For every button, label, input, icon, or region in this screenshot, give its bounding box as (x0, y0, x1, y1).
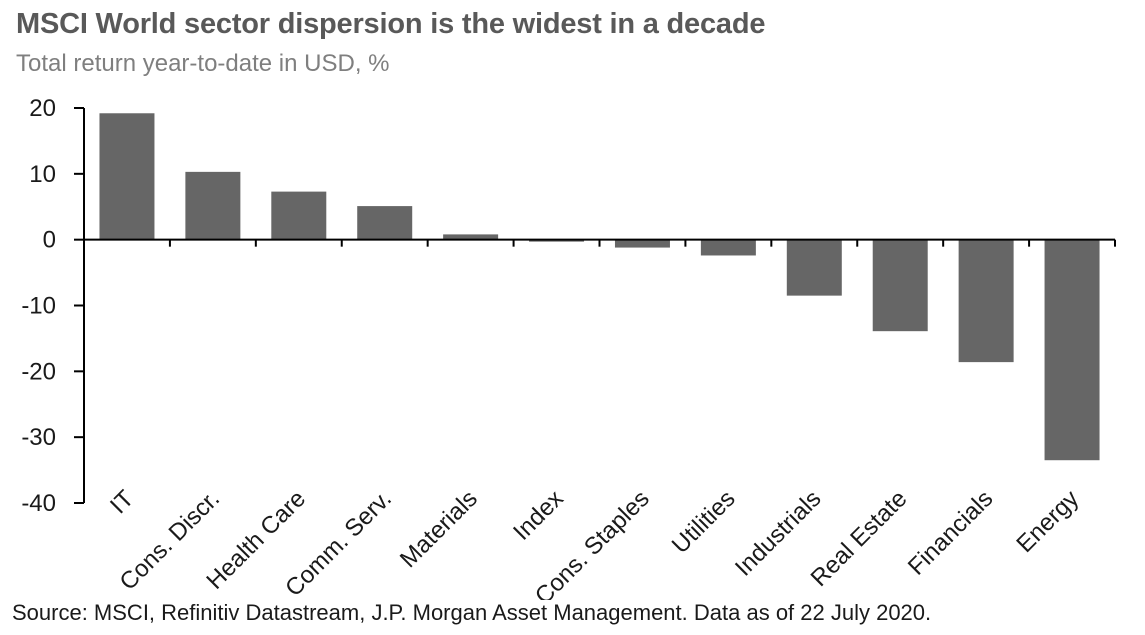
x-tick-label: Financials (903, 485, 998, 580)
bar-health-care (271, 191, 327, 240)
y-ticks-group: 20 10 0 -10 -20 -30 -40 (21, 95, 84, 517)
chart-subtitle: Total return year-to-date in USD, % (16, 50, 390, 77)
y-tick-label: 0 (43, 227, 56, 254)
bar-industrials (786, 239, 842, 296)
bar-energy (1044, 239, 1100, 461)
x-tick-label: Materials (395, 485, 483, 573)
x-tick-label: Energy (1011, 485, 1084, 558)
bar-it (99, 113, 155, 240)
y-tick-label: -20 (21, 358, 56, 385)
bar-cons-discr (185, 171, 241, 240)
y-tick-label: -10 (21, 293, 56, 320)
bar-financials (958, 239, 1014, 363)
bar-materials (443, 234, 499, 240)
x-tick-label: Utilities (667, 485, 741, 559)
bar-comm-serv (357, 206, 413, 240)
y-tick-label: 10 (29, 161, 56, 188)
y-tick-label: -40 (21, 490, 56, 517)
y-tick-label: -30 (21, 424, 56, 451)
bar-cons-staples (614, 239, 670, 248)
bar-real-estate (872, 239, 928, 332)
y-tick-label: 20 (29, 95, 56, 122)
x-tick-label: Index (508, 485, 569, 546)
source-note: Source: MSCI, Refinitiv Datastream, J.P.… (12, 600, 932, 625)
chart-title: MSCI World sector dispersion is the wide… (16, 8, 766, 40)
bar-utilities (700, 239, 756, 256)
bars-group (99, 113, 1100, 461)
x-tick-label: IT (105, 485, 139, 519)
